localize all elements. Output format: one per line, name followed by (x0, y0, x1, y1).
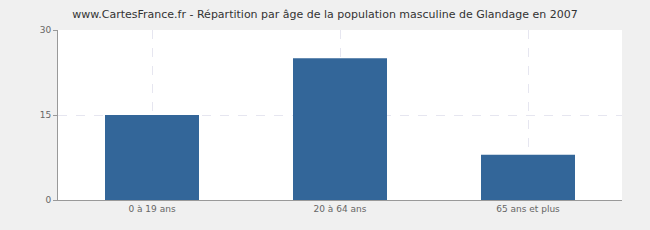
svg-text:30: 30 (40, 25, 52, 35)
svg-text:15: 15 (40, 110, 51, 120)
svg-text:0 à 19 ans: 0 à 19 ans (128, 204, 175, 214)
svg-text:www.CartesFrance.fr - Répartit: www.CartesFrance.fr - Répartition par âg… (72, 8, 577, 21)
svg-text:65 ans et plus: 65 ans et plus (496, 204, 560, 214)
svg-text:0: 0 (45, 195, 51, 205)
svg-text:20 à 64 ans: 20 à 64 ans (314, 204, 367, 214)
